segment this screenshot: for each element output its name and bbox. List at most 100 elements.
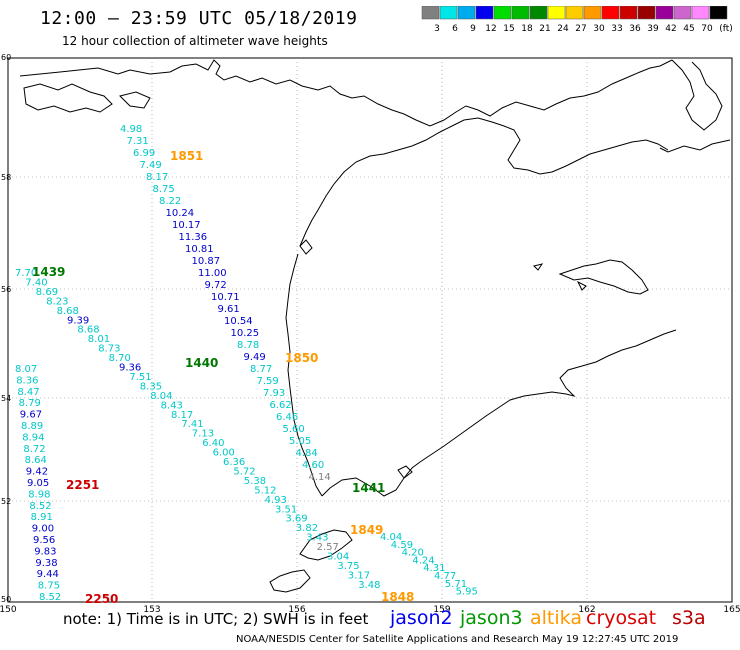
jason3-swh-value: 2.57 <box>317 542 339 553</box>
jason3-swh-value: 3.17 <box>348 570 370 581</box>
cryosat-swh-value: 9.56 <box>33 535 55 546</box>
altika-swh-value: 7.59 <box>257 376 279 387</box>
jason3-swh-value: 8.43 <box>161 400 183 411</box>
altika-swh-value: 8.22 <box>159 196 181 207</box>
legend-swatch <box>457 6 476 20</box>
altika-swh-value: 9.61 <box>218 304 240 315</box>
legend-swatch <box>475 6 494 20</box>
altika-swh-value: 7.93 <box>263 388 285 399</box>
altika-swh-value: 8.78 <box>237 340 259 351</box>
legend-swatch <box>691 6 710 20</box>
legend-label: 9 <box>470 24 476 34</box>
lat-tick-label: 54 <box>1 394 11 403</box>
altika-swh-value: 9.72 <box>205 280 227 291</box>
legend-label: 39 <box>647 24 659 34</box>
jason3-swh-value: 5.38 <box>244 476 266 487</box>
page-title: 12:00 – 23:59 UTC 05/18/2019 <box>40 8 358 29</box>
satellite-name: altika <box>530 607 582 629</box>
altika-swh-value: 10.54 <box>224 316 253 327</box>
east-track-swh-value: 4.24 <box>412 555 434 566</box>
pass-time-label: 1439 <box>32 265 65 279</box>
lon-tick-label: 150 <box>0 605 17 615</box>
cryosat-swh-value: 8.94 <box>22 432 44 443</box>
legend-swatch <box>529 6 548 20</box>
lat-tick-label: 52 <box>1 497 11 506</box>
cryosat-swh-value: 9.05 <box>27 478 49 489</box>
color-legend: 3 6 9 12 15 18 21 24 27 30 33 36 39 42 45 70 (ft) <box>421 6 733 34</box>
jason3-swh-value: 7.41 <box>181 419 203 430</box>
jason3-swh-value: 8.23 <box>46 296 68 307</box>
lat-tick-label: 50 <box>1 595 11 604</box>
jason3-swh-value: 3.48 <box>358 580 380 591</box>
legend-label: 24 <box>557 24 569 34</box>
jason3-swh-value: 8.35 <box>140 381 162 392</box>
altika-swh-value: 4.14 <box>309 472 331 483</box>
legend-swatch <box>637 6 656 20</box>
altika-swh-value: 10.87 <box>192 256 221 267</box>
altika-swh-value: 8.75 <box>153 184 175 195</box>
page-subtitle: 12 hour collection of altimeter wave hei… <box>62 34 328 48</box>
cryosat-swh-value: 8.89 <box>21 421 43 432</box>
altika-swh-value: 4.60 <box>302 460 324 471</box>
cryosat-swh-value: 9.38 <box>35 558 57 569</box>
pass-time-label: 1850 <box>285 351 318 365</box>
east-track-swh-value: 4.59 <box>391 540 413 551</box>
jason3-swh-value: 8.01 <box>88 334 110 345</box>
jason3-swh-value: 8.04 <box>150 391 172 402</box>
jason3-swh-value: 9.39 <box>67 315 89 326</box>
satellite-name: s3a <box>672 607 706 629</box>
legend-label: 36 <box>629 24 641 34</box>
legend-swatch <box>439 6 458 20</box>
lon-tick-label: 165 <box>723 605 740 615</box>
east-track-swh-value: 4.31 <box>423 563 445 574</box>
cryosat-swh-value: 9.83 <box>34 546 56 557</box>
cryosat-swh-value: 9.00 <box>32 524 54 535</box>
cryosat-swh-value: 8.52 <box>39 592 61 603</box>
satellite-name: jason2 <box>390 607 453 629</box>
legend-swatch <box>601 6 620 20</box>
legend-swatch <box>547 6 566 20</box>
jason3-swh-value: 3.04 <box>327 552 349 563</box>
legend-label: 45 <box>683 24 694 34</box>
legend-label: 27 <box>575 24 586 34</box>
cryosat-swh-value: 8.64 <box>25 455 47 466</box>
altika-swh-value: 7.31 <box>127 136 149 147</box>
east-track-swh-value: 5.95 <box>456 587 478 598</box>
altika-swh-value: 9.49 <box>244 352 266 363</box>
legend-unit: (ft) <box>719 24 733 34</box>
cryosat-swh-value: 8.07 <box>15 364 37 375</box>
footer-note: note: 1) Time is in UTC; 2) SWH is in fe… <box>63 610 369 628</box>
legend-label: 15 <box>503 24 514 34</box>
pass-time-label: 1849 <box>350 523 383 537</box>
legend-label: 3 <box>434 24 440 34</box>
legend-swatch <box>421 6 440 20</box>
cryosat-swh-value: 8.52 <box>29 501 51 512</box>
altika-swh-value: 10.24 <box>166 208 195 219</box>
cryosat-swh-value: 8.75 <box>38 581 60 592</box>
legend-swatch <box>583 6 602 20</box>
altika-swh-value: 6.62 <box>270 400 292 411</box>
lon-tick-label: 153 <box>143 605 160 615</box>
altika-swh-value: 6.99 <box>133 148 155 159</box>
legend-label: 12 <box>485 24 496 34</box>
altika-swh-value: 5.05 <box>289 436 311 447</box>
pass-time-label: 2250 <box>85 592 118 606</box>
coastline <box>19 59 731 593</box>
pass-time-label: 1851 <box>170 149 203 163</box>
altika-swh-value: 4.84 <box>296 448 318 459</box>
cryosat-swh-value: 9.44 <box>37 569 59 580</box>
legend-swatch <box>709 6 728 20</box>
cryosat-swh-value: 8.98 <box>28 489 50 500</box>
jason3-swh-value: 7.70 <box>15 268 37 279</box>
legend-swatch <box>493 6 512 20</box>
altika-swh-value: 10.71 <box>211 292 240 303</box>
legend-label: 21 <box>539 24 550 34</box>
jason3-swh-value: 6.36 <box>223 457 245 468</box>
credit-line: NOAA/NESDIS Center for Satellite Applica… <box>236 634 679 645</box>
altika-swh-value: 11.36 <box>179 232 208 243</box>
pass-time-label: 1848 <box>381 590 414 604</box>
jason3-swh-value: 9.36 <box>119 363 141 374</box>
lon-tick-label: 156 <box>288 605 305 615</box>
jason3-swh-value: 3.43 <box>306 533 328 544</box>
jason3-swh-value: 3.82 <box>296 523 318 534</box>
